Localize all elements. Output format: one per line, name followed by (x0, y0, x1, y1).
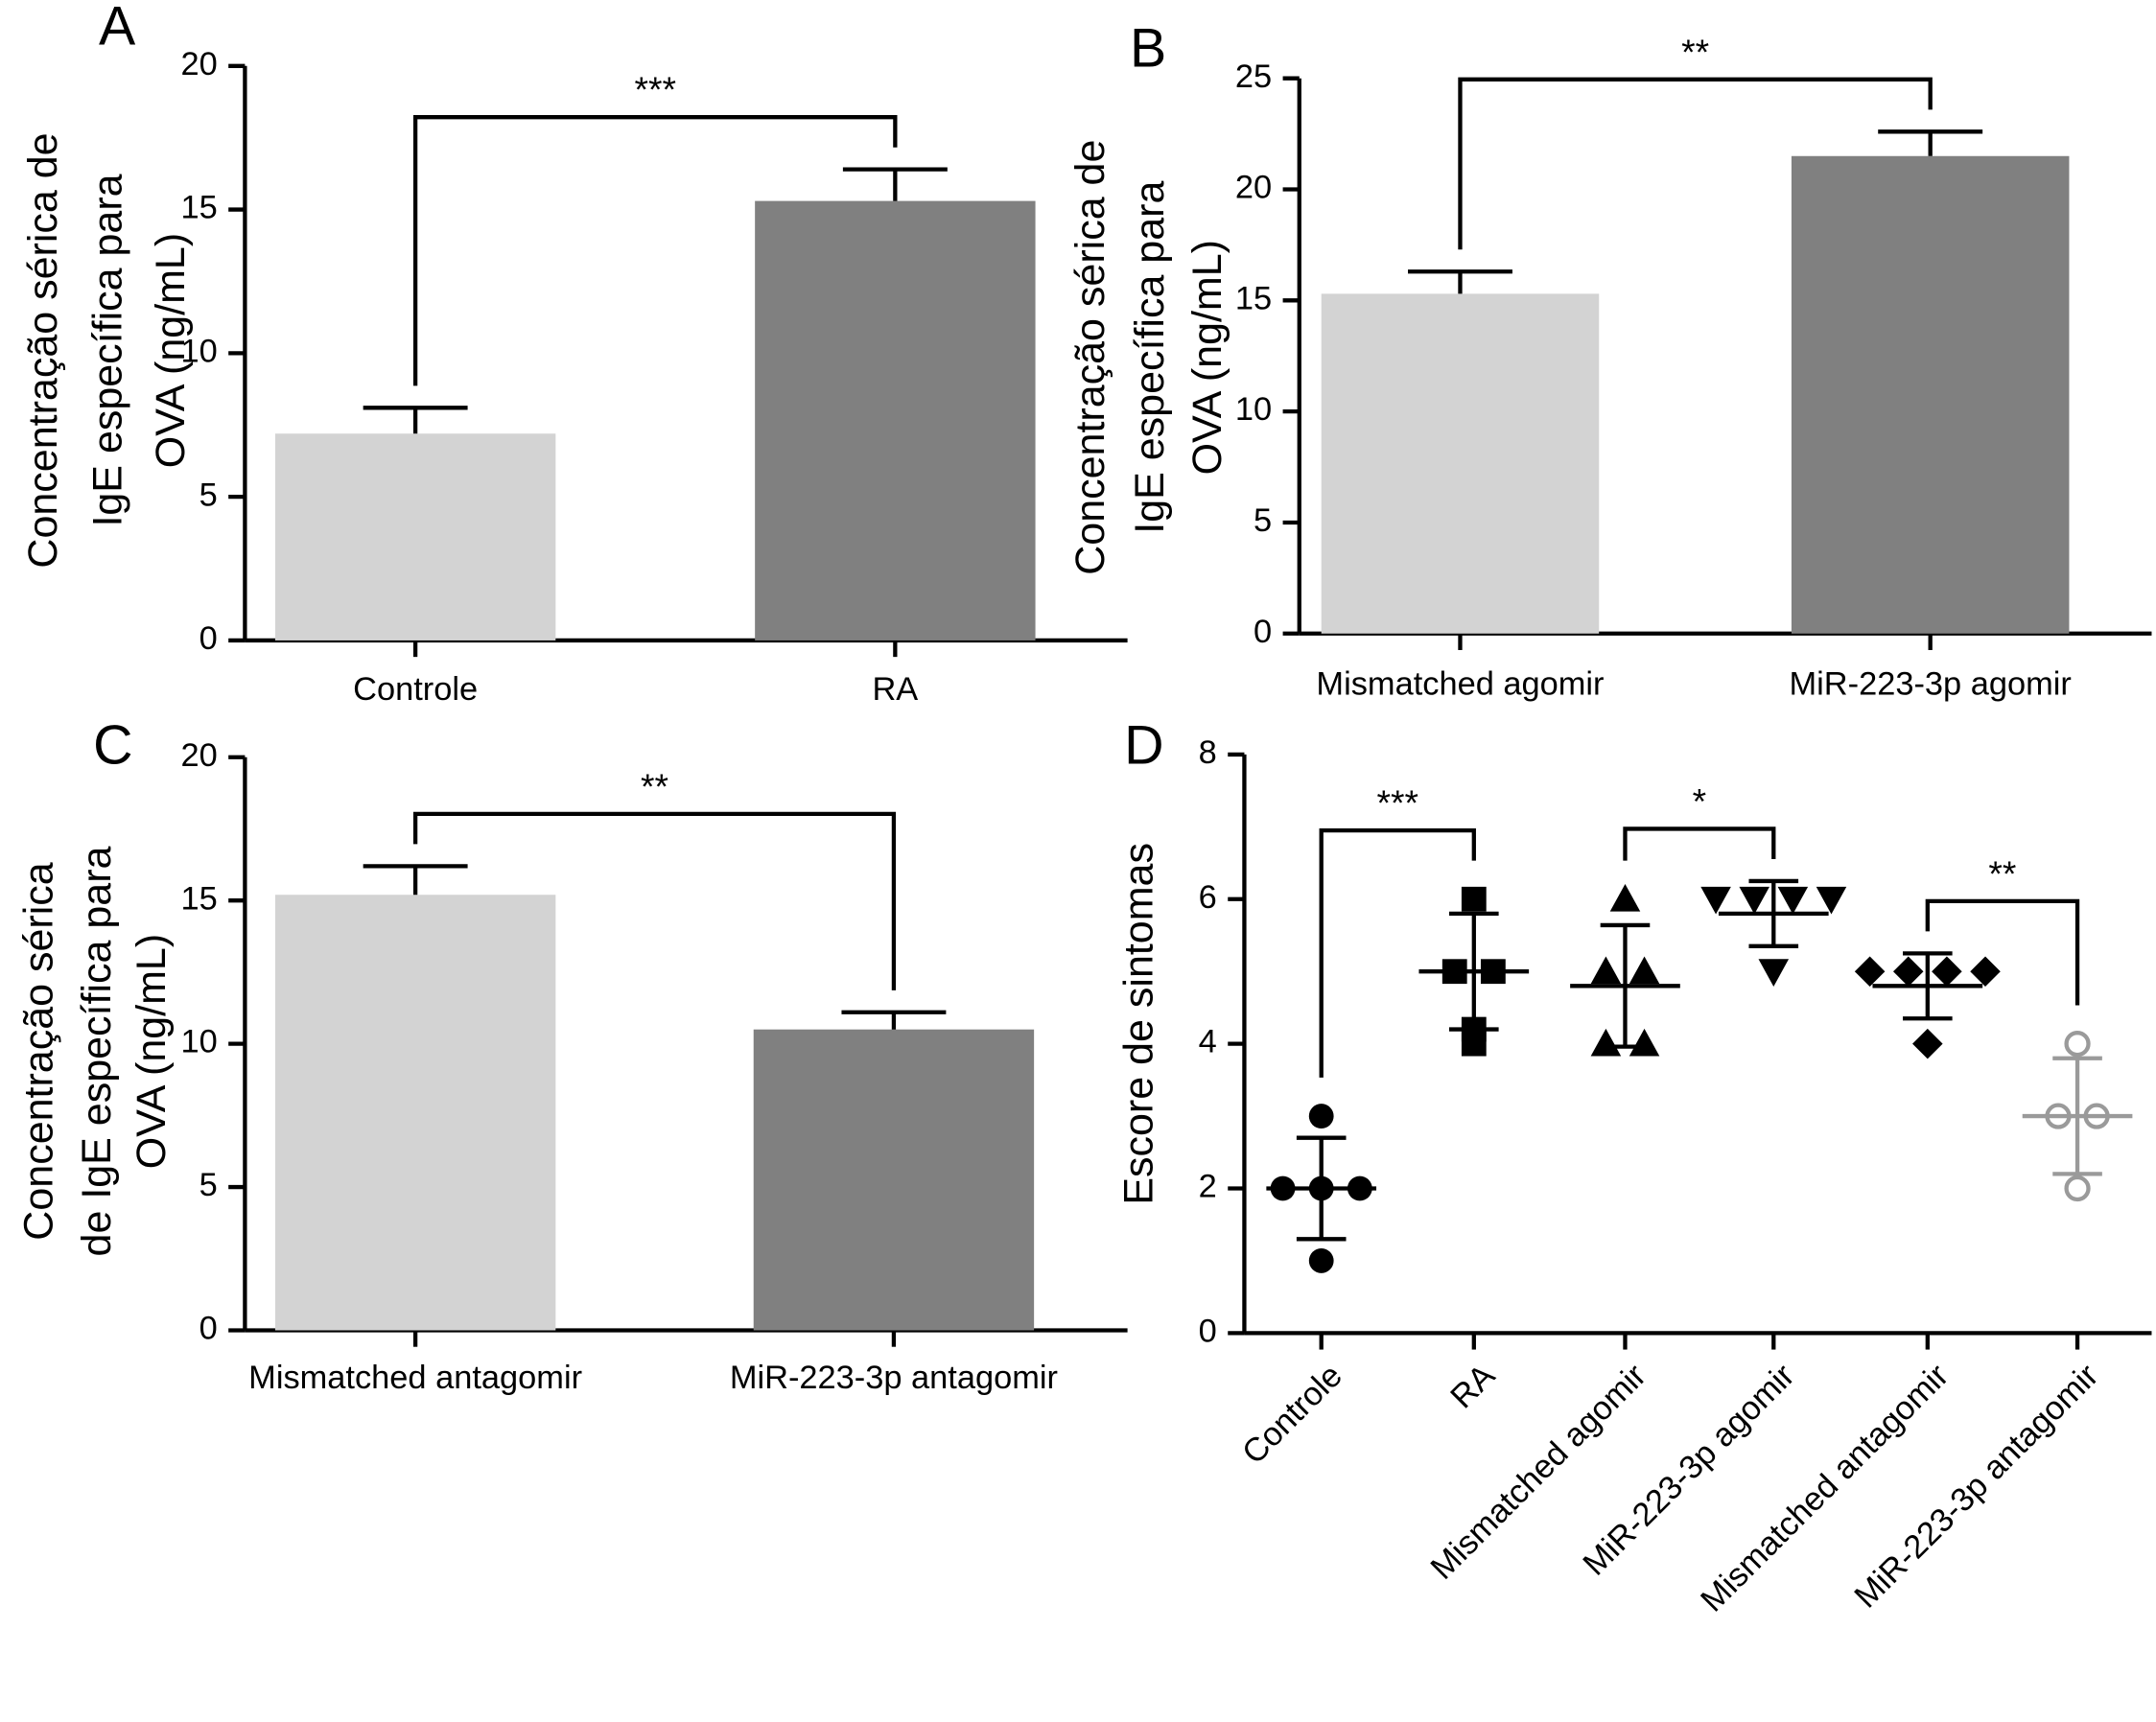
point (2064, 1031, 2091, 1058)
error-bar (841, 1010, 947, 1030)
significance-bracket (1319, 827, 1476, 1078)
y-axis-label: OVA (ng/mL) (148, 233, 194, 468)
y-tick-label: 6 (1199, 879, 1217, 916)
x-tick-label: Mismatched antagomir (248, 1360, 582, 1396)
error-bar (1408, 269, 1512, 294)
point (1912, 1028, 1943, 1059)
significance-label: ** (1681, 32, 1709, 72)
sd-bar (1903, 951, 1953, 1021)
significance-bracket (412, 811, 897, 990)
y-axis-label: de IgE específica para (74, 847, 120, 1257)
significance-label: * (1693, 780, 1707, 821)
y-tick-label: 0 (199, 1311, 218, 1347)
y-tick-label: 20 (180, 46, 217, 82)
y-tick-label: 0 (1254, 614, 1272, 650)
y-tick-label: 10 (1235, 391, 1272, 428)
y-axis-label: OVA (ng/mL) (1184, 240, 1230, 475)
x-tick-label: Mismatched antagomir (1694, 1358, 1956, 1619)
point (1609, 884, 1641, 912)
y-axis-label: IgE específica para (84, 174, 130, 526)
y-tick-label: 10 (180, 333, 217, 369)
point (2064, 1175, 2091, 1202)
significance-label: *** (1377, 782, 1419, 823)
significance-bracket (1623, 826, 1776, 861)
y-axis-label: Concentração sérica de (1067, 140, 1113, 575)
y-axis-label: OVA (ng/mL) (129, 934, 175, 1169)
x-tick-label: Mismatched agomir (1316, 665, 1604, 702)
significance-label: *** (634, 69, 676, 109)
significance-label: ** (641, 766, 668, 806)
panel-label: B (1130, 18, 1166, 80)
point (1777, 886, 1809, 915)
significance-bracket (1925, 898, 2080, 1006)
sd-bar (1748, 878, 1799, 948)
significance-label: ** (1988, 853, 2016, 894)
x-tick-label: RA (1443, 1358, 1502, 1416)
error-bar (363, 864, 468, 896)
x-tick-label: Controle (353, 671, 478, 708)
bar (1791, 155, 2070, 634)
point (1308, 1104, 1334, 1129)
bar (1321, 293, 1600, 634)
y-tick-label: 8 (1199, 734, 1217, 771)
sd-bar (1449, 911, 1499, 1032)
significance-bracket (1458, 77, 1933, 250)
x-tick-label: MiR-223-3p antagomir (730, 1360, 1058, 1396)
y-axis-label: Concentração sérica de (20, 132, 66, 568)
x-tick-label: Controle (1235, 1358, 1349, 1472)
point (1854, 956, 1886, 987)
y-axis-label: Escore de sintomas (1115, 843, 1161, 1205)
bar (274, 895, 556, 1331)
y-tick-label: 5 (199, 477, 218, 513)
y-tick-label: 0 (199, 620, 218, 657)
point (1308, 1248, 1334, 1273)
point (1590, 1028, 1622, 1057)
y-axis-label: Concentração sérica (16, 862, 62, 1240)
panel-label: C (93, 714, 132, 776)
error-bar (842, 167, 948, 201)
y-tick-label: 0 (1199, 1313, 1217, 1349)
sd-bar (2052, 1056, 2102, 1176)
y-tick-label: 25 (1235, 58, 1272, 95)
point (1816, 886, 1847, 915)
point (1700, 886, 1731, 915)
point (1758, 959, 1790, 987)
panel-label: A (99, 0, 136, 58)
significance-bracket (412, 115, 898, 386)
x-tick-label: MiR-223-3p antagomir (1848, 1358, 2106, 1616)
sd-bar (1600, 922, 1651, 1049)
x-tick-label: RA (872, 671, 918, 708)
y-tick-label: 20 (180, 737, 217, 774)
point (1892, 956, 1924, 987)
point (1461, 886, 1487, 912)
y-tick-label: 15 (1235, 280, 1272, 316)
panel-label: D (1124, 714, 1163, 776)
y-tick-label: 4 (1199, 1024, 1217, 1060)
error-bar (363, 406, 468, 434)
point (1932, 956, 1962, 987)
bar (755, 200, 1036, 640)
point (1970, 956, 2001, 987)
bar (274, 433, 556, 640)
y-tick-label: 10 (180, 1024, 217, 1060)
sd-bar (1296, 1135, 1347, 1242)
y-tick-label: 5 (1254, 502, 1272, 539)
y-tick-label: 2 (1199, 1169, 1217, 1205)
point (1629, 1028, 1660, 1057)
y-tick-label: 15 (180, 880, 217, 917)
error-bar (1878, 129, 1983, 156)
point (1590, 956, 1622, 985)
point (1739, 886, 1769, 915)
y-tick-label: 20 (1235, 170, 1272, 206)
y-axis-label: IgE específica para (1127, 181, 1173, 534)
x-tick-label: MiR-223-3p agomir (1790, 665, 2072, 702)
y-tick-label: 15 (180, 190, 217, 226)
bar (753, 1029, 1035, 1331)
y-tick-label: 5 (199, 1167, 218, 1203)
point (1629, 956, 1660, 985)
